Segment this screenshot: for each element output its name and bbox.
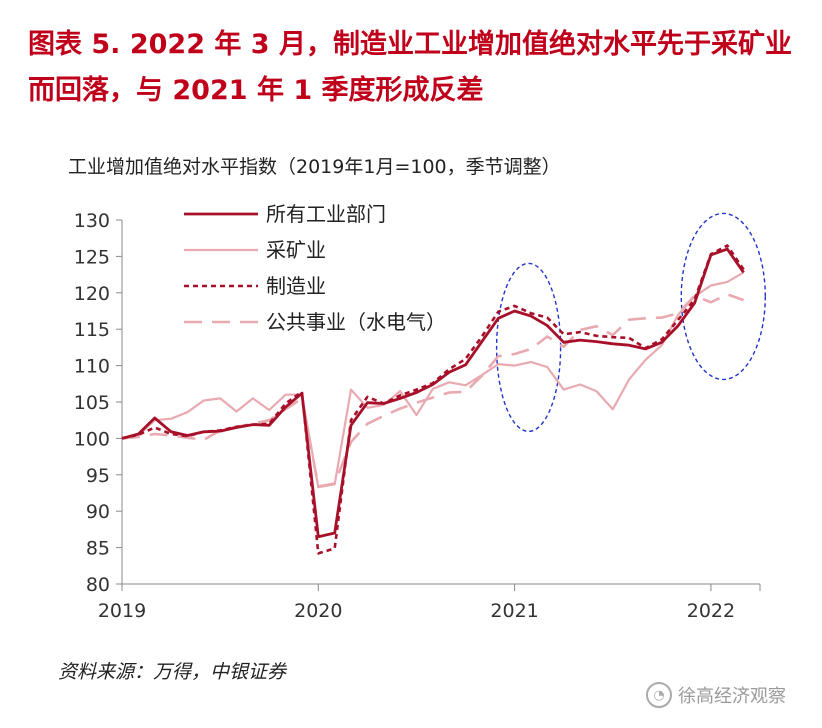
series-line bbox=[121, 247, 745, 539]
x-tick-label: 2019 bbox=[98, 600, 146, 622]
y-tick-label: 125 bbox=[74, 246, 110, 268]
x-tick-label: 2020 bbox=[294, 600, 342, 622]
chart-annotations bbox=[495, 212, 766, 433]
legend-label: 制造业 bbox=[266, 274, 326, 298]
highlight-ellipse bbox=[680, 212, 766, 381]
chart-axes: 80 85 90 95 100 105 110 115 120 125 130 2019 2020 202… bbox=[74, 210, 761, 622]
y-tick-label: 115 bbox=[74, 319, 110, 341]
y-tick-label: 100 bbox=[74, 428, 110, 450]
y-tick-label: 90 bbox=[86, 501, 110, 523]
series-line bbox=[121, 292, 745, 488]
legend-label: 采矿业 bbox=[266, 238, 326, 262]
y-tick-label: 105 bbox=[74, 392, 110, 414]
y-tick-label: 110 bbox=[74, 356, 110, 378]
legend-label: 公共事业（水电气） bbox=[266, 310, 446, 334]
series-line bbox=[121, 271, 745, 489]
highlight-ellipse bbox=[495, 262, 562, 433]
source-note: 资料来源：万得，中银证券 bbox=[58, 661, 287, 683]
legend-label: 所有工业部门 bbox=[266, 202, 386, 226]
wechat-icon: ◔ bbox=[646, 682, 672, 708]
y-tick-label: 80 bbox=[86, 574, 110, 596]
x-tick-label: 2021 bbox=[490, 600, 538, 622]
watermark-text: 徐高经济观察 bbox=[678, 686, 786, 707]
y-tick-label: 120 bbox=[74, 283, 110, 305]
y-tick-label: 95 bbox=[86, 465, 110, 487]
y-tick-label: 130 bbox=[74, 210, 110, 232]
chart-subtitle: 工业增加值绝对水平指数（2019年1月=100，季节调整） bbox=[68, 156, 561, 178]
figure-title: 图表 5. 2022 年 3 月，制造业工业增加值绝对水平先于采矿业而回落，与 … bbox=[28, 29, 792, 106]
chart-series bbox=[121, 244, 745, 555]
x-tick-label: 2022 bbox=[687, 600, 735, 622]
y-tick-label: 85 bbox=[86, 538, 110, 560]
watermark: ◔ 徐高经济观察 bbox=[646, 682, 786, 708]
